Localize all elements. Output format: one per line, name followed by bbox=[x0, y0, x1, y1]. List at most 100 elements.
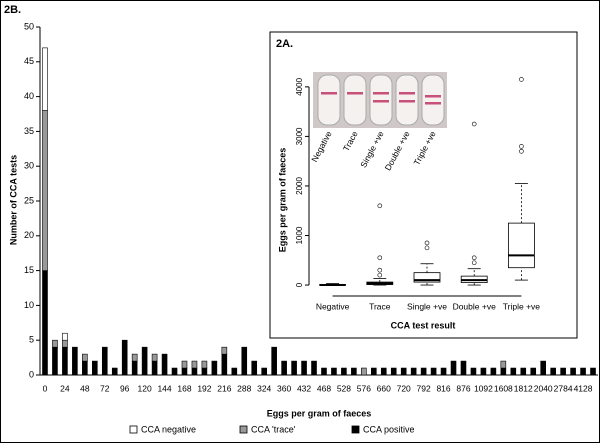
bar-segment bbox=[62, 339, 68, 348]
outlier bbox=[519, 77, 524, 82]
bar-segment bbox=[211, 360, 218, 376]
x-tick-label: 720 bbox=[397, 383, 411, 393]
y-tick-label: 10 bbox=[24, 300, 34, 310]
x-tick-label: 2784 bbox=[554, 383, 573, 393]
bar-segment bbox=[241, 346, 248, 376]
bar-segment bbox=[42, 110, 48, 271]
bar-segment bbox=[121, 339, 128, 376]
bar-segment bbox=[191, 360, 198, 369]
bar-segment bbox=[301, 360, 307, 376]
bar-segment bbox=[82, 360, 88, 376]
x-tick-label: 876 bbox=[456, 383, 470, 393]
x-tick-label: Triple +ve bbox=[503, 301, 541, 311]
bar-segment bbox=[321, 367, 327, 376]
bar-segment bbox=[590, 367, 596, 376]
x-tick-label: 96 bbox=[120, 383, 130, 393]
panel-label: 2B. bbox=[4, 4, 21, 16]
x-tick-label: 816 bbox=[436, 383, 450, 393]
bar-segment bbox=[111, 367, 118, 376]
bar-segment bbox=[311, 360, 317, 376]
x-tick-label: 1608 bbox=[494, 383, 513, 393]
legend-swatch bbox=[351, 425, 360, 434]
legend-label: CCA 'trace' bbox=[251, 424, 296, 434]
bar-segment bbox=[361, 367, 367, 376]
strip-line bbox=[399, 92, 415, 95]
bar-segment bbox=[181, 367, 188, 376]
x-tick-label: 216 bbox=[217, 383, 231, 393]
outlier bbox=[377, 272, 383, 278]
x-tick-label: 48 bbox=[80, 383, 90, 393]
bar-segment bbox=[500, 367, 507, 376]
bar-segment bbox=[251, 360, 258, 376]
bar-segment bbox=[480, 367, 487, 376]
bar-segment bbox=[92, 360, 98, 376]
x-tick-label: 432 bbox=[297, 383, 311, 393]
bar-segment bbox=[171, 367, 178, 376]
bar-segment bbox=[460, 360, 467, 376]
x-tick-label: 360 bbox=[277, 383, 291, 393]
x-tick-label: 528 bbox=[337, 383, 351, 393]
y-tick-label: 35 bbox=[24, 126, 34, 136]
bar-segment bbox=[261, 367, 267, 376]
bar-segment bbox=[341, 367, 347, 376]
x-axis-title: Eggs per gram of faeces bbox=[267, 408, 372, 418]
outlier bbox=[519, 144, 524, 149]
x-tick-label: 120 bbox=[138, 383, 152, 393]
outlier bbox=[519, 148, 524, 154]
y-tick-label: 3000 bbox=[295, 127, 304, 145]
bar-segment bbox=[52, 339, 58, 348]
bar-segment bbox=[101, 346, 108, 376]
bar-segment bbox=[331, 367, 337, 376]
y-axis-title: Number of CCA tests bbox=[8, 155, 18, 245]
y-tick-label: 15 bbox=[24, 265, 34, 275]
bar-segment bbox=[570, 367, 576, 376]
bar-segment bbox=[191, 367, 198, 376]
x-tick-label: Single +ve bbox=[407, 301, 447, 311]
strip-line bbox=[399, 100, 415, 103]
y-tick-label: 1000 bbox=[295, 226, 304, 244]
bar-segment bbox=[371, 367, 377, 376]
bar-segment bbox=[221, 353, 228, 376]
bar-segment bbox=[580, 367, 586, 376]
bar-segment bbox=[231, 367, 238, 376]
bar-segment bbox=[62, 346, 68, 376]
bar-segment bbox=[550, 367, 556, 376]
bar-segment bbox=[380, 367, 387, 376]
outlier bbox=[424, 240, 430, 246]
y-axis-title: Eggs per gram of faeces bbox=[277, 148, 287, 253]
legend-label: CCA negative bbox=[141, 424, 196, 434]
box bbox=[413, 272, 441, 283]
bar-segment bbox=[141, 346, 148, 376]
y-tick-label: 40 bbox=[24, 91, 34, 101]
x-tick-label: 468 bbox=[317, 383, 331, 393]
outlier bbox=[377, 203, 383, 209]
bar-segment bbox=[530, 367, 537, 376]
bar-segment bbox=[151, 353, 158, 362]
x-tick-label: 2040 bbox=[534, 383, 553, 393]
inset-title: 2A. bbox=[276, 38, 293, 50]
bar-segment bbox=[131, 353, 138, 362]
x-tick-label: 792 bbox=[417, 383, 431, 393]
y-tick-label: 30 bbox=[24, 161, 34, 171]
x-tick-label: 4128 bbox=[574, 383, 593, 393]
bar-segment bbox=[440, 367, 447, 376]
bar-segment bbox=[221, 346, 228, 355]
bar-segment bbox=[510, 367, 517, 376]
bar-segment bbox=[560, 367, 566, 376]
bar-segment bbox=[161, 353, 168, 376]
x-tick-label: 168 bbox=[177, 383, 191, 393]
y-tick-label: 25 bbox=[24, 195, 34, 205]
bar-segment bbox=[42, 47, 48, 111]
strip bbox=[317, 74, 341, 126]
x-axis-title: CCA test result bbox=[391, 320, 456, 330]
x-tick-label: 192 bbox=[197, 383, 211, 393]
legend-swatch bbox=[129, 425, 138, 434]
outlier bbox=[471, 260, 477, 266]
bar-segment bbox=[450, 360, 457, 376]
strip-line bbox=[425, 95, 441, 98]
y-tick-label: 0 bbox=[295, 282, 304, 287]
x-tick-label: Double +ve bbox=[453, 301, 497, 311]
bar-segment bbox=[500, 360, 507, 369]
